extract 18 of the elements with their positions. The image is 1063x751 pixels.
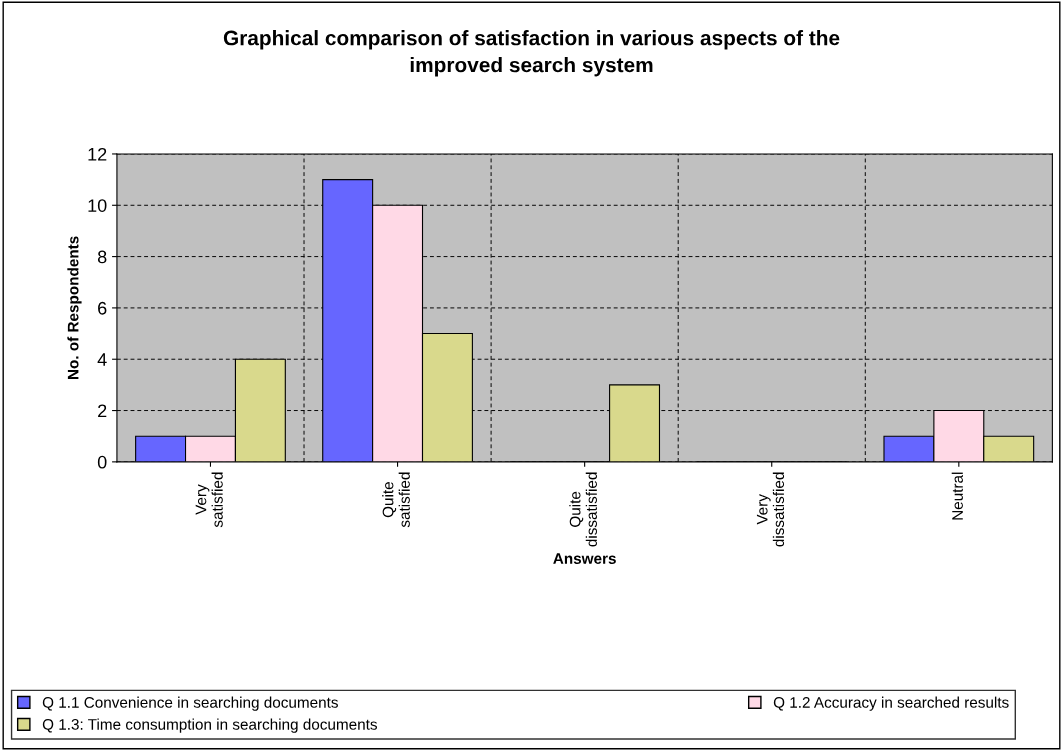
- legend-label: Q 1.1 Convenience in searching documents: [42, 696, 338, 711]
- y-tick-label: 4: [97, 353, 107, 366]
- x-tick-label: Very satisfied: [195, 472, 223, 528]
- y-tick-label: 2: [98, 404, 107, 418]
- x-tick-label: Neutral: [951, 472, 963, 520]
- legend-label: Q 1.3: Time consumption in searching documents: [42, 718, 377, 733]
- y-tick-label: 0: [97, 455, 107, 469]
- legend-label: Q 1.2 Accuracy in searched results: [773, 696, 1009, 711]
- chart-title: Graphical comparison of satisfaction in various aspects of the improved search system: [223, 30, 840, 77]
- y-tick-label: 12: [88, 147, 107, 161]
- y-tick-label: 6: [98, 301, 107, 315]
- y-tick-label: 8: [97, 250, 107, 264]
- x-tick-label: Quite satisfied: [382, 472, 410, 528]
- y-tick-label: 10: [88, 199, 107, 212]
- y-axis-title: No. of Respondents: [67, 236, 82, 380]
- x-tick-label: Quite dissatisfied: [569, 472, 597, 547]
- x-tick-label: Very dissatisfied: [756, 472, 785, 547]
- x-axis-title: Answers: [553, 553, 616, 564]
